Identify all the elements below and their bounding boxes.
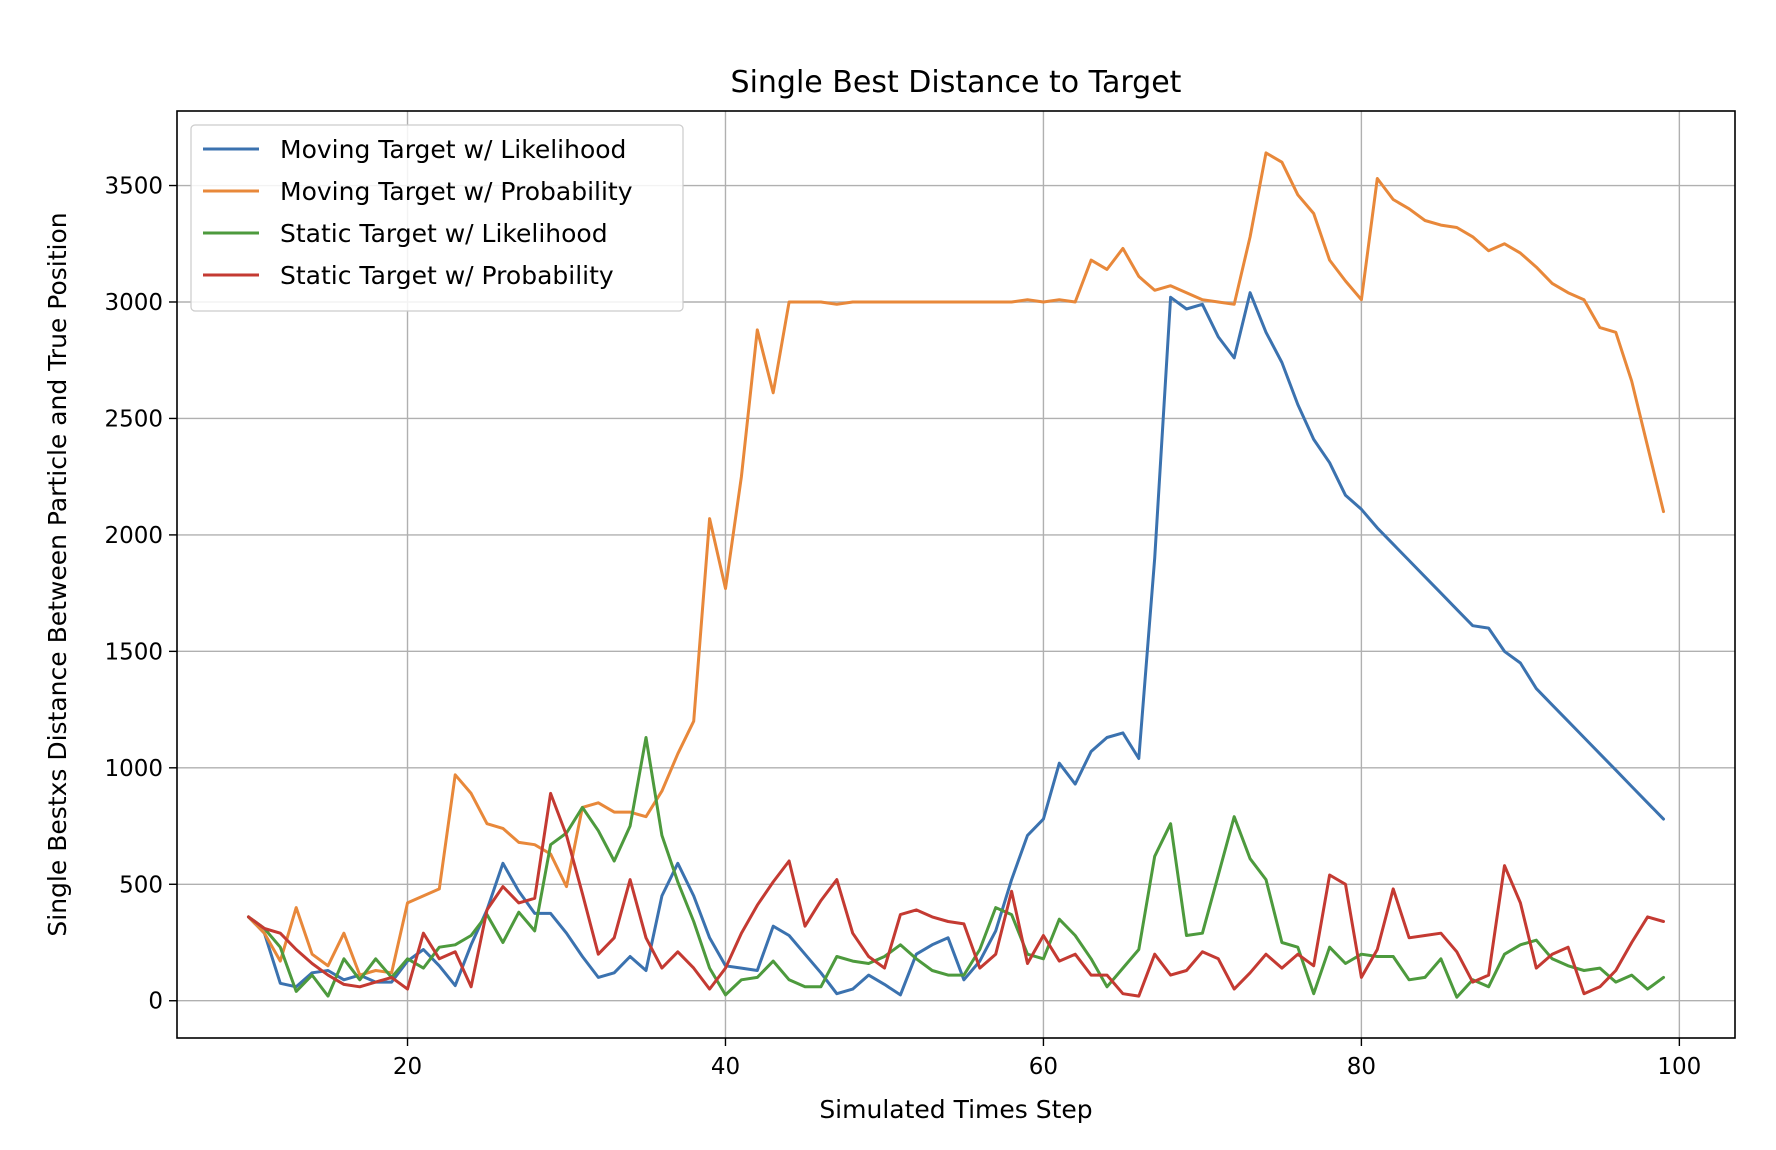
x-tick-label: 100 bbox=[1657, 1054, 1701, 1080]
series-line-2 bbox=[247, 151, 1665, 977]
y-tick-label: 1000 bbox=[104, 756, 163, 782]
y-tick-label: 2000 bbox=[104, 523, 163, 549]
legend-label-1: Moving Target w/ Likelihood bbox=[280, 135, 626, 164]
x-tick-label: 60 bbox=[1029, 1054, 1058, 1080]
y-axis-label: Single Bestxs Distance Between Particle … bbox=[43, 212, 72, 936]
legend-label-2: Moving Target w/ Probability bbox=[280, 177, 633, 206]
legend-box bbox=[190, 124, 684, 312]
plot-area-frame bbox=[176, 110, 1736, 1039]
x-tick-label: 80 bbox=[1347, 1054, 1376, 1080]
y-tick-label: 3500 bbox=[104, 174, 163, 200]
x-tick-label: 20 bbox=[393, 1054, 422, 1080]
series-line-4 bbox=[247, 791, 1665, 998]
series-line-1 bbox=[247, 291, 1665, 997]
y-tick-label: 3000 bbox=[104, 290, 163, 316]
x-axis-label: Simulated Times Step bbox=[819, 1095, 1092, 1124]
legend-label-4: Static Target w/ Probability bbox=[280, 261, 614, 290]
chart-title: Single Best Distance to Target bbox=[731, 65, 1182, 100]
series-lines bbox=[247, 151, 1665, 999]
x-tick-label: 40 bbox=[711, 1054, 740, 1080]
legend: Moving Target w/ Likelihood Moving Target… bbox=[190, 124, 684, 312]
y-tick-label: 500 bbox=[119, 872, 163, 898]
legend-label-3: Static Target w/ Likelihood bbox=[280, 219, 608, 248]
y-tick-label: 1500 bbox=[104, 639, 163, 665]
y-tick-label: 2500 bbox=[104, 406, 163, 432]
y-tick-label: 0 bbox=[148, 989, 163, 1015]
